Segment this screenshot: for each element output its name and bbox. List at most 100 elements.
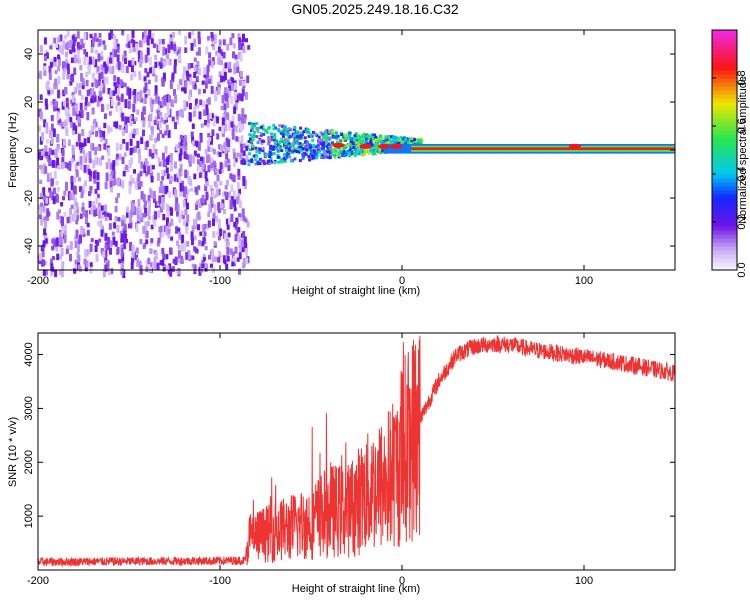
noise-cell: [85, 152, 89, 158]
signal-cell: [350, 150, 354, 154]
colorbar-cell: [712, 62, 737, 67]
noise-cell: [120, 248, 124, 257]
noise-cell: [184, 47, 188, 53]
colorbar-cell: [712, 70, 737, 75]
noise-cell: [92, 120, 96, 130]
noise-cell: [170, 41, 174, 50]
noise-cell: [79, 45, 83, 50]
noise-cell: [67, 139, 71, 146]
signal-cell: [371, 133, 375, 137]
noise-cell: [76, 41, 80, 49]
signal-cell: [326, 150, 330, 154]
noise-cell: [153, 219, 156, 227]
noise-cell: [187, 252, 191, 259]
noise-cell: [156, 201, 160, 206]
noise-cell: [174, 256, 178, 263]
noise-cell: [55, 43, 59, 48]
noise-cell: [92, 159, 96, 169]
noise-cell: [77, 264, 81, 271]
noise-cell: [237, 168, 241, 176]
noise-cell: [238, 93, 242, 101]
noise-cell: [181, 87, 184, 92]
signal-cell: [295, 150, 299, 153]
noise-cell: [193, 66, 197, 72]
noise-cell: [246, 75, 250, 84]
noise-cell: [63, 67, 67, 72]
noise-cell: [47, 154, 51, 163]
noise-cell: [39, 46, 43, 52]
noise-cell: [225, 137, 229, 146]
noise-cell: [195, 76, 199, 81]
noise-cell: [230, 82, 234, 91]
carrier-blob: [377, 143, 390, 149]
signal-cell: [289, 159, 293, 163]
noise-cell: [79, 65, 83, 71]
noise-cell: [203, 231, 207, 237]
noise-cell: [212, 45, 216, 50]
noise-cell: [193, 84, 197, 90]
noise-cell: [161, 133, 165, 138]
noise-cell: [176, 49, 180, 56]
noise-cell: [168, 191, 172, 198]
noise-cell: [77, 177, 81, 182]
noise-cell: [40, 202, 44, 207]
noise-cell: [204, 81, 208, 89]
noise-cell: [140, 137, 144, 144]
signal-cell: [339, 149, 343, 153]
noise-cell: [131, 202, 135, 212]
noise-cell: [105, 162, 109, 170]
noise-cell: [177, 227, 181, 232]
noise-cell: [217, 87, 221, 95]
noise-cell: [76, 161, 80, 166]
noise-cell: [241, 208, 245, 218]
noise-cell: [152, 43, 156, 49]
noise-cell: [234, 82, 237, 91]
noise-cell: [138, 40, 142, 48]
noise-cell: [179, 183, 183, 191]
noise-cell: [90, 125, 94, 133]
noise-cell: [54, 149, 58, 157]
noise-cell: [139, 181, 143, 187]
signal-cell: [337, 140, 341, 144]
noise-cell: [215, 215, 219, 223]
noise-cell: [238, 213, 242, 218]
noise-cell: [38, 214, 42, 220]
noise-cell: [226, 88, 230, 95]
noise-cell: [50, 101, 54, 106]
noise-cell: [205, 182, 208, 187]
signal-cell: [276, 153, 280, 157]
signal-cell: [341, 154, 345, 158]
noise-cell: [90, 143, 94, 150]
noise-cell: [60, 248, 64, 257]
signal-cell: [301, 147, 305, 151]
noise-cell: [222, 68, 225, 76]
signal-cell: [365, 137, 369, 141]
noise-cell: [72, 37, 76, 46]
noise-cell: [136, 109, 140, 115]
spectrogram-ylabel: Frequency (Hz): [7, 112, 19, 188]
signal-cell: [345, 144, 349, 148]
noise-cell: [213, 241, 217, 247]
noise-cell: [229, 173, 233, 180]
noise-cell: [78, 83, 82, 89]
noise-cell: [185, 252, 189, 260]
noise-cell: [67, 68, 70, 75]
signal-cell: [328, 156, 332, 160]
noise-cell: [108, 213, 112, 221]
noise-cell: [161, 259, 165, 266]
noise-cell: [133, 206, 137, 216]
noise-cell: [45, 127, 49, 134]
noise-cell: [121, 180, 125, 189]
signal-cell: [357, 141, 361, 144]
noise-cell: [129, 120, 133, 127]
signal-cell: [321, 142, 325, 146]
signal-cell: [256, 130, 260, 133]
colorbar-cell: [712, 206, 737, 211]
noise-cell: [74, 240, 78, 249]
noise-cell: [122, 216, 126, 225]
noise-cell: [242, 176, 246, 181]
noise-cell: [105, 64, 109, 72]
noise-cell: [191, 30, 195, 36]
noise-cell: [115, 159, 119, 166]
noise-cell: [229, 37, 233, 46]
